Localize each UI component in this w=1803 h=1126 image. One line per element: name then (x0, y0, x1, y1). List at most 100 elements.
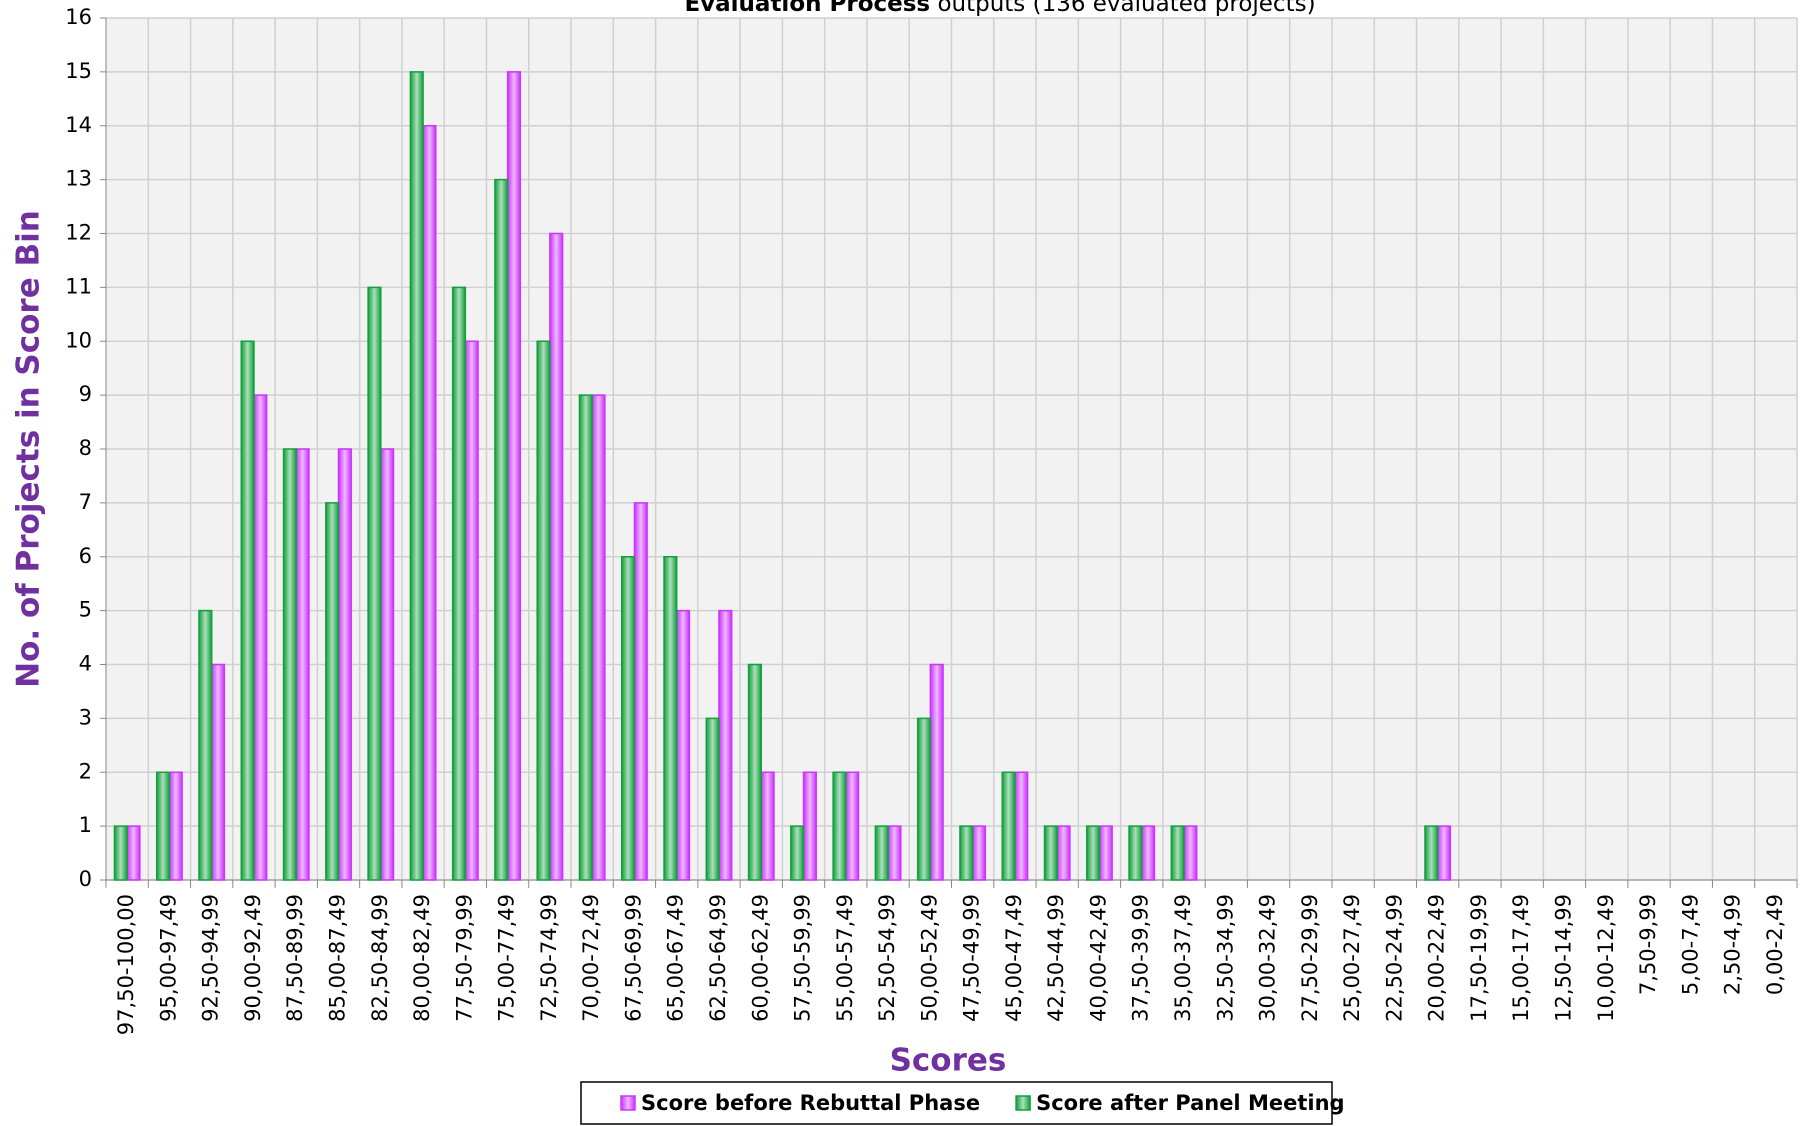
y-tick-label: 15 (65, 59, 92, 83)
bar (1170, 825, 1185, 881)
bar (1001, 771, 1016, 881)
x-tick-label: 75,00-77,49 (495, 894, 519, 1022)
bar (1424, 825, 1439, 881)
y-tick-label: 13 (65, 167, 92, 191)
bar (367, 286, 382, 881)
bar (874, 825, 889, 881)
bar (198, 609, 213, 881)
legend-box (580, 1081, 1333, 1125)
y-tick-label: 2 (79, 759, 92, 783)
bar (929, 663, 944, 881)
bar (253, 394, 268, 881)
x-tick-label: 2,50-4,99 (1721, 894, 1745, 995)
y-axis-title: No. of Projects in Score Bin (11, 210, 47, 688)
x-tick-label: 95,00-97,49 (156, 894, 180, 1022)
x-tick-label: 62,50-64,99 (706, 894, 730, 1022)
bar (718, 609, 733, 881)
y-tick-label: 0 (79, 867, 92, 891)
bar (705, 717, 720, 881)
x-tick-label: 40,00-42,49 (1086, 894, 1110, 1022)
bar (1043, 825, 1058, 881)
y-tick-label: 7 (79, 490, 92, 514)
bar (1436, 825, 1452, 881)
x-tick-label: 10,00-12,49 (1594, 894, 1618, 1022)
bar (210, 663, 226, 881)
bar (337, 448, 352, 881)
bar (959, 825, 974, 881)
bar (578, 394, 593, 881)
x-tick-label: 22,50-24,99 (1382, 894, 1406, 1022)
bar (295, 448, 310, 881)
x-tick-label: 50,00-52,49 (917, 894, 941, 1022)
bar (451, 286, 467, 881)
y-tick-label: 5 (79, 598, 92, 622)
bar (1140, 825, 1156, 881)
bar (282, 448, 297, 881)
x-tick-label: 60,00-62,49 (748, 894, 772, 1022)
bar (621, 556, 636, 881)
bar (591, 394, 606, 881)
bar (422, 125, 437, 881)
x-tick-label: 52,50-54,99 (875, 894, 899, 1022)
x-tick-label: 67,50-69,99 (621, 894, 645, 1022)
x-tick-label: 30,00-32,49 (1256, 894, 1280, 1022)
x-tick-label: 32,50-34,99 (1213, 894, 1237, 1022)
bar (1098, 825, 1113, 881)
bar (790, 825, 805, 881)
bar (916, 717, 932, 881)
x-tick-label: 35,00-37,49 (1171, 894, 1195, 1022)
bar (675, 609, 691, 881)
bar (113, 825, 128, 881)
bar (1014, 771, 1029, 881)
x-axis-title: Scores (890, 1043, 1007, 1079)
bar (1056, 825, 1071, 881)
bar (536, 340, 551, 881)
bar (325, 502, 340, 881)
x-tick-label: 45,00-47,49 (1002, 894, 1026, 1022)
bar (1128, 825, 1143, 881)
chart-title: Evaluation Process outputs (136 evaluate… (684, 0, 1315, 17)
x-tick-label: 37,50-39,99 (1129, 894, 1153, 1022)
x-tick-label: 47,50-49,99 (960, 894, 984, 1022)
y-tick-label: 12 (65, 221, 92, 245)
x-tick-label: 5,00-7,49 (1678, 894, 1702, 995)
x-tick-label: 17,50-19,99 (1467, 894, 1491, 1022)
x-tick-label: 15,00-17,49 (1509, 894, 1533, 1022)
bar (380, 448, 395, 881)
x-tick-label: 42,50-44,99 (1044, 894, 1068, 1022)
x-tick-label: 70,00-72,49 (579, 894, 603, 1022)
x-tick-label: 20,00-22,49 (1425, 894, 1449, 1022)
y-tick-label: 14 (65, 113, 92, 137)
x-tick-label: 65,00-67,49 (664, 894, 688, 1022)
x-tick-label: 25,00-27,49 (1340, 894, 1364, 1022)
bar (802, 771, 817, 881)
legend-swatch (620, 1095, 636, 1111)
bar (887, 825, 902, 881)
legend-swatch (1015, 1095, 1031, 1111)
bar (126, 825, 141, 881)
x-tick-label: 27,50-29,99 (1298, 894, 1322, 1022)
y-tick-label: 10 (65, 328, 92, 352)
bar (464, 340, 479, 881)
y-tick-label: 9 (79, 382, 92, 406)
y-tick-label: 8 (79, 436, 92, 460)
legend-label: Score after Panel Meeting (1036, 1091, 1344, 1115)
title-bold: Evaluation Process (684, 0, 930, 17)
x-tick-label: 97,50-100,00 (114, 894, 138, 1035)
x-tick-label: 87,50-89,99 (283, 894, 307, 1022)
bar (168, 771, 183, 881)
x-tick-label: 12,50-14,99 (1551, 894, 1575, 1022)
bar (971, 825, 987, 881)
bar (240, 340, 255, 881)
x-tick-label: 92,50-94,99 (199, 894, 223, 1022)
bar (155, 771, 171, 881)
y-tick-label: 6 (79, 544, 92, 568)
bar (1183, 825, 1198, 881)
x-tick-label: 85,00-87,49 (326, 894, 350, 1022)
x-tick-label: 90,00-92,49 (241, 894, 265, 1022)
y-tick-label: 3 (79, 705, 92, 729)
x-tick-label: 55,00-57,49 (833, 894, 857, 1022)
x-tick-label: 57,50-59,99 (791, 894, 815, 1022)
x-tick-label: 82,50-84,99 (368, 894, 392, 1022)
